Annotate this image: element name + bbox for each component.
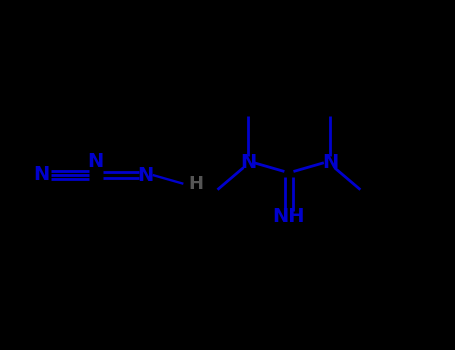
Text: NH: NH: [273, 208, 305, 226]
Text: N: N: [137, 166, 154, 185]
Text: N: N: [87, 152, 104, 171]
Text: N: N: [322, 153, 338, 172]
Text: H: H: [188, 175, 203, 193]
Text: N: N: [33, 166, 49, 184]
Text: N: N: [240, 153, 256, 172]
